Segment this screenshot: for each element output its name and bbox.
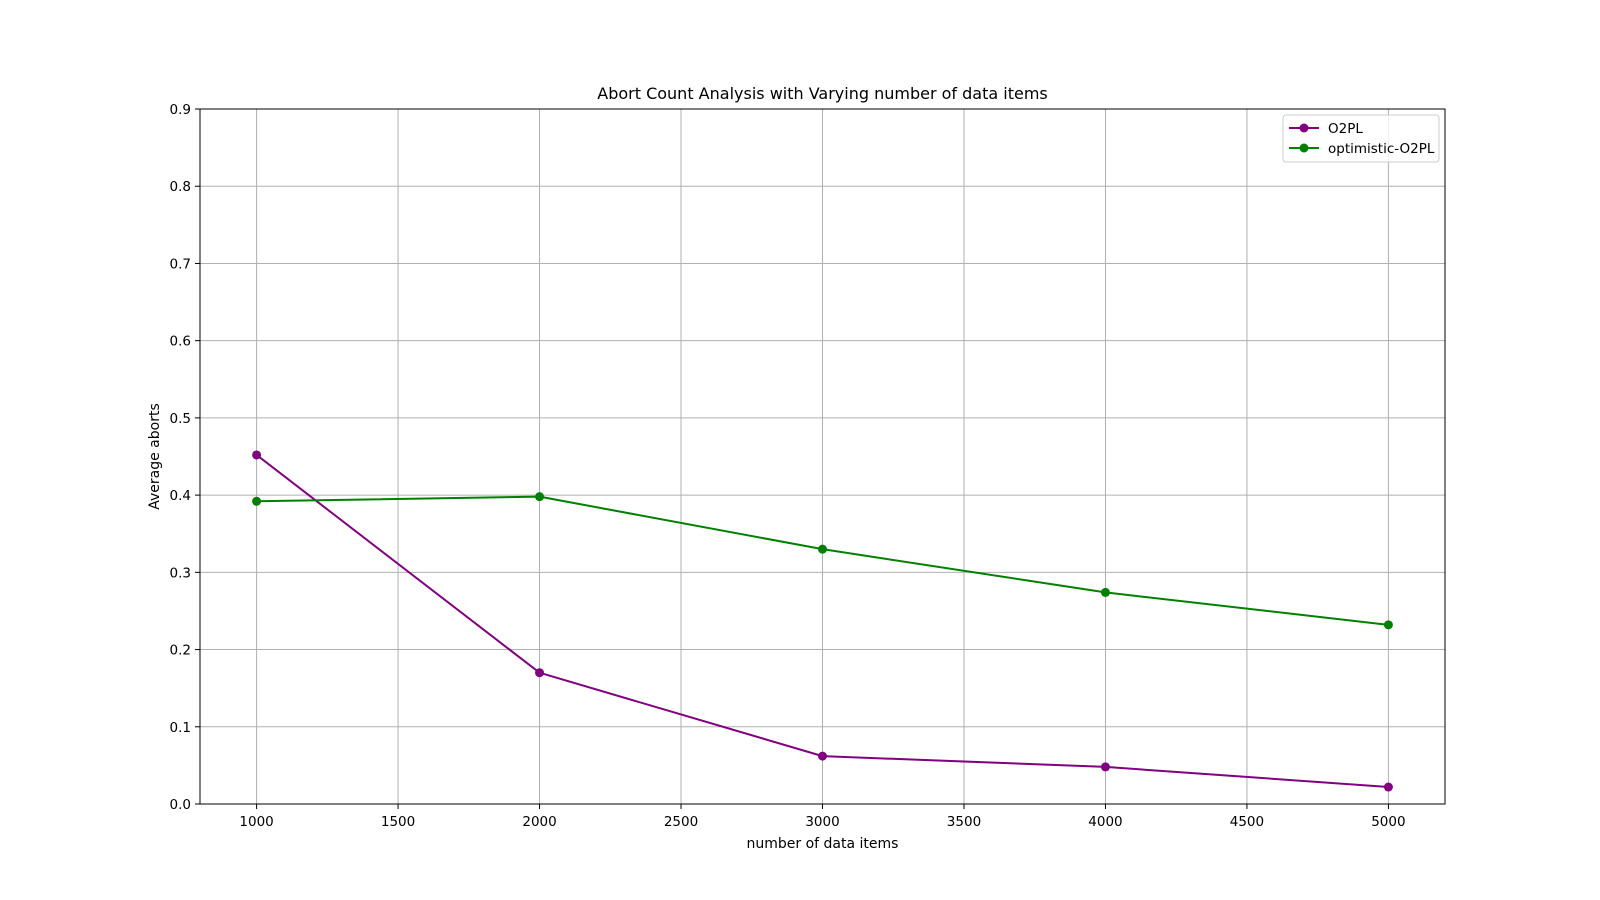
legend-box: [1282, 114, 1440, 163]
y-tick-label: 0.3: [170, 565, 191, 581]
legend: O2PL optimistic-O2PL: [1282, 114, 1440, 163]
legend-item-optimistic-o2pl: optimistic-O2PL: [1289, 141, 1435, 157]
data-point-optimistic-o2pl: [818, 544, 827, 554]
x-tick-label: 2500: [664, 814, 698, 830]
series-layer: [252, 450, 1393, 792]
legend-item-o2pl: O2PL: [1289, 121, 1363, 137]
legend-label-o2pl: O2PL: [1328, 121, 1363, 137]
data-point-o2pl: [535, 668, 545, 678]
y-tick-label: 0.6: [170, 334, 191, 350]
x-tick-label: 5000: [1371, 814, 1405, 830]
x-tick-label: 3000: [805, 814, 839, 830]
x-tick-label: 1000: [239, 814, 273, 830]
x-tick-label: 4000: [1088, 814, 1122, 830]
x-tick-label: 2000: [522, 814, 556, 830]
data-point-optimistic-o2pl: [535, 492, 545, 502]
x-tick-label: 1500: [381, 814, 415, 830]
y-axis-label: Average aborts: [147, 403, 163, 510]
x-axis-label: number of data items: [747, 836, 899, 852]
y-tick-label: 0.1: [170, 720, 191, 736]
y-tick-label: 0.8: [170, 179, 191, 195]
x-tick-label: 3500: [947, 814, 981, 830]
y-tick-label: 0.4: [170, 488, 191, 504]
y-tick-label: 0.2: [170, 643, 191, 659]
legend-marker-o2pl: [1299, 123, 1309, 133]
data-point-o2pl: [818, 751, 827, 761]
y-tick-label: 0.5: [170, 411, 191, 427]
tick-layer: 1000 1500 2000 2500 3000 3500 4000 4500 5000 0.0 0…: [170, 102, 1406, 830]
data-point-o2pl: [1100, 762, 1110, 772]
data-point-optimistic-o2pl: [252, 496, 262, 506]
legend-marker-optimistic-o2pl: [1299, 143, 1309, 153]
data-point-optimistic-o2pl: [1383, 620, 1393, 630]
y-tick-label: 0.7: [170, 256, 191, 272]
x-tick-label: 4500: [1230, 814, 1264, 830]
data-point-o2pl: [252, 450, 262, 460]
legend-label-optimistic-o2pl: optimistic-O2PL: [1328, 141, 1435, 157]
y-tick-label: 0.0: [170, 797, 191, 813]
chart-title: Abort Count Analysis with Varying number…: [597, 84, 1048, 103]
data-point-optimistic-o2pl: [1100, 587, 1110, 597]
data-point-o2pl: [1383, 782, 1393, 792]
y-tick-label: 0.9: [170, 102, 191, 118]
